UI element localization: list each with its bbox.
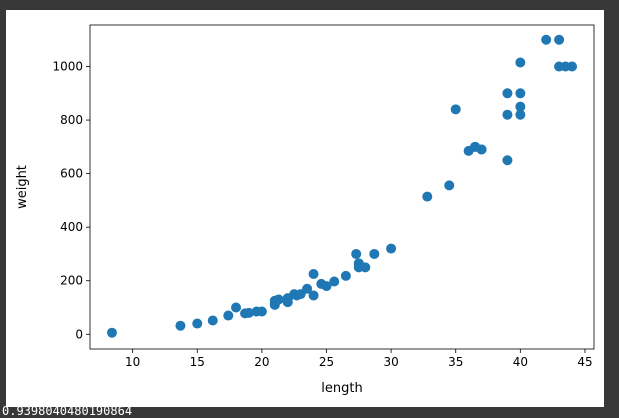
data-point: [444, 180, 455, 191]
data-point: [502, 109, 513, 120]
y-tick-label: 200: [60, 274, 83, 288]
data-point: [515, 101, 526, 112]
data-point: [476, 144, 487, 155]
y-axis-ticks: 0 200 400 600 800 1000: [52, 60, 90, 341]
x-tick-label: 45: [577, 355, 592, 369]
data-point: [308, 269, 319, 280]
plot-output: 10 15 20 25 30 35 40 45 0 200 400 600 800 1000 lengt…: [6, 10, 604, 407]
x-tick-label: 40: [513, 355, 528, 369]
data-point: [386, 243, 397, 254]
data-point: [321, 281, 332, 292]
scatter-points: [106, 34, 578, 338]
y-tick-label: 400: [60, 220, 83, 234]
x-tick-label: 15: [190, 355, 205, 369]
data-point: [223, 310, 234, 321]
data-point: [175, 320, 186, 331]
data-point: [231, 302, 242, 313]
data-point: [450, 104, 461, 115]
data-point: [302, 283, 313, 294]
data-point: [243, 307, 254, 318]
y-tick-label: 800: [60, 113, 83, 127]
data-point: [502, 88, 513, 99]
data-point: [515, 109, 526, 120]
y-tick-label: 1000: [52, 60, 83, 74]
data-point: [360, 262, 371, 273]
y-axis-label: weight: [15, 165, 30, 209]
data-point: [351, 248, 362, 259]
data-point: [256, 306, 267, 317]
data-point: [273, 294, 284, 305]
data-point: [422, 191, 433, 202]
data-point: [329, 276, 340, 287]
data-point: [502, 155, 513, 166]
data-point: [554, 34, 565, 45]
x-tick-label: 10: [125, 355, 140, 369]
y-tick-label: 600: [60, 167, 83, 181]
data-point: [207, 315, 218, 326]
data-point: [308, 290, 319, 301]
plot-area-frame: [89, 24, 595, 350]
x-tick-label: 30: [383, 355, 398, 369]
data-point: [515, 88, 526, 99]
trailing-output-text: 0.9398040480190864: [2, 404, 133, 418]
data-point: [369, 248, 380, 259]
x-axis-ticks: 10 15 20 25 30 35 40 45: [125, 349, 593, 369]
data-point: [340, 270, 351, 281]
x-tick-label: 20: [254, 355, 269, 369]
data-point: [541, 34, 552, 45]
x-tick-label: 25: [319, 355, 334, 369]
data-point: [106, 327, 117, 338]
data-point: [567, 61, 578, 72]
data-point: [515, 57, 526, 68]
scatter-chart: 10 15 20 25 30 35 40 45 0 200 400 600 800 1000 lengt…: [15, 24, 595, 396]
data-point: [192, 318, 203, 329]
x-tick-label: 35: [448, 355, 463, 369]
x-axis-label: length: [321, 381, 362, 396]
y-tick-label: 0: [75, 327, 83, 341]
